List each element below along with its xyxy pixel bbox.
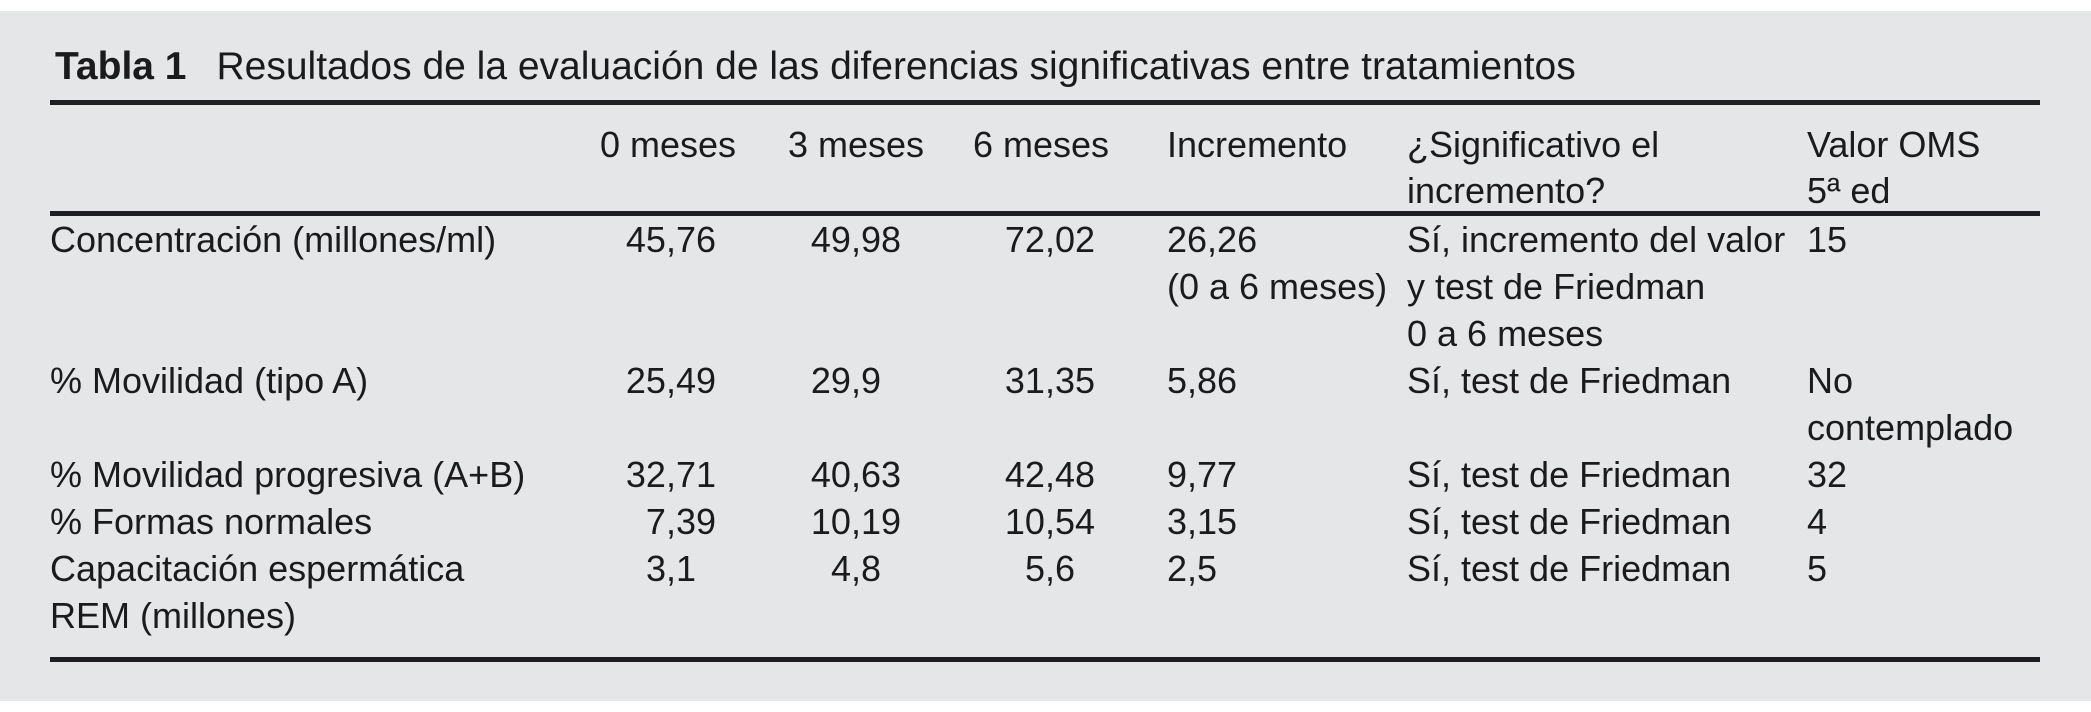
value-3-meses: 29,9 [810, 360, 881, 401]
value-0-meses: 45,76 [625, 219, 716, 260]
value-oms: No contemplado [1807, 360, 2014, 448]
header-0-meses: 0 meses [600, 124, 737, 165]
header-valor-oms: Valor OMS 5ª ed [1807, 124, 1981, 211]
value-3-meses: 10,19 [810, 501, 901, 542]
value-6-meses: 42,48 [1004, 454, 1095, 495]
value-incremento: 26,26 (0 a 6 meses) [1167, 219, 1388, 307]
table-title-text: Resultados de la evaluación de las difer… [216, 45, 1576, 88]
value-3-meses: 4,8 [830, 548, 881, 589]
value-0-meses: 3,1 [645, 548, 696, 589]
row-label: % Movilidad (tipo A) [50, 360, 369, 401]
value-6-meses: 72,02 [1004, 219, 1095, 260]
value-significativo: Sí, test de Friedman [1407, 548, 1732, 589]
value-incremento: 9,77 [1167, 454, 1238, 495]
value-oms: 4 [1807, 501, 1828, 542]
header-3-meses: 3 meses [788, 124, 925, 165]
value-0-meses: 32,71 [625, 454, 716, 495]
top-rule [50, 100, 2040, 105]
bottom-rule [50, 657, 2040, 662]
value-incremento: 3,15 [1167, 501, 1238, 542]
value-6-meses: 5,6 [1024, 548, 1075, 589]
value-oms: 5 [1807, 548, 1828, 589]
table-body: Concentración (millones/ml) 45,76 49,98 … [50, 216, 2040, 639]
row-label: % Movilidad progresiva (A+B) [50, 454, 526, 495]
row-label: % Formas normales [50, 501, 373, 542]
table-header-row: 0 meses 3 meses 6 meses Incremento ¿Sign… [50, 105, 2040, 214]
value-incremento: 5,86 [1167, 360, 1238, 401]
value-6-meses: 10,54 [1004, 501, 1095, 542]
header-empty [50, 105, 600, 214]
value-3-meses: 49,98 [810, 219, 901, 260]
table-title: Tabla 1 Resultados de la evaluación de la… [55, 44, 1576, 90]
value-incremento: 2,5 [1167, 548, 1218, 589]
value-oms: 15 [1807, 219, 1848, 260]
value-significativo: Sí, test de Friedman [1407, 454, 1732, 495]
table-number-label: Tabla 1 [55, 45, 187, 88]
row-label: Concentración (millones/ml) [50, 219, 497, 260]
value-3-meses: 40,63 [810, 454, 901, 495]
header-6-meses: 6 meses [973, 124, 1110, 165]
value-0-meses: 25,49 [625, 360, 716, 401]
value-oms: 32 [1807, 454, 1848, 495]
value-6-meses: 31,35 [1004, 360, 1095, 401]
value-significativo: Sí, test de Friedman [1407, 360, 1732, 401]
header-incremento: Incremento [1167, 124, 1348, 165]
value-significativo: Sí, incremento del valor y test de Fried… [1407, 219, 1786, 354]
header-significativo: ¿Significativo el incremento? [1407, 124, 1660, 211]
row-label: Capacitación espermática REM (millones) [50, 548, 465, 636]
table-panel [0, 11, 2091, 701]
value-significativo: Sí, test de Friedman [1407, 501, 1732, 542]
header-divider-rule [50, 211, 2040, 216]
value-0-meses: 7,39 [645, 501, 716, 542]
